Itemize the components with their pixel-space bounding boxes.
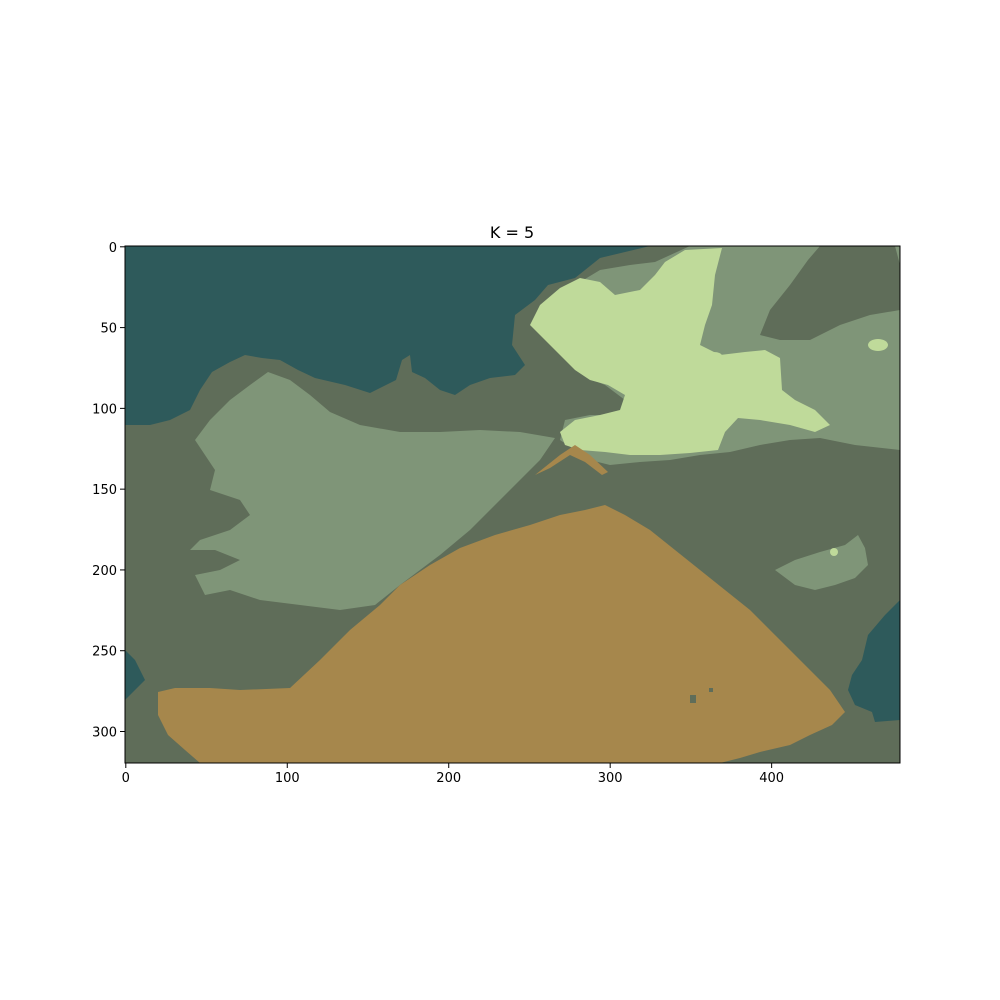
segmented-image xyxy=(125,246,900,763)
y-axis: 0 50 100 150 200 250 300 xyxy=(92,241,125,740)
region-dark-olive-top-right xyxy=(760,246,900,340)
y-tick-label: 0 xyxy=(109,241,117,256)
y-tick-label: 250 xyxy=(92,645,117,660)
region-light-green-blob-3 xyxy=(830,548,838,556)
region-light-green xyxy=(530,248,830,455)
x-tick-label: 100 xyxy=(275,771,300,786)
region-tan-peak-streak xyxy=(535,445,608,475)
y-tick-label: 150 xyxy=(92,483,117,498)
y-tick-label: 300 xyxy=(92,725,117,740)
region-teal-bottom-left xyxy=(125,650,145,700)
x-tick-label: 0 xyxy=(122,771,130,786)
region-teal-right xyxy=(848,600,900,722)
region-mid-green-left xyxy=(190,372,555,610)
x-tick-label: 400 xyxy=(759,771,784,786)
region-light-green-blob-1 xyxy=(868,339,888,351)
y-tick-label: 200 xyxy=(92,564,117,579)
x-tick-label: 200 xyxy=(436,771,461,786)
x-axis: 0 100 200 300 400 xyxy=(122,763,784,786)
plot-title: K = 5 xyxy=(490,223,534,242)
region-teal-sky xyxy=(125,246,650,425)
region-mid-green-right-patch xyxy=(775,535,868,590)
speck-2 xyxy=(709,688,713,692)
x-tick-label: 300 xyxy=(598,771,623,786)
region-light-green-blob-2 xyxy=(706,352,722,360)
speck-1 xyxy=(690,695,696,703)
y-tick-label: 100 xyxy=(92,402,117,417)
region-tan-mountain xyxy=(158,505,845,763)
axes-frame xyxy=(124,245,901,764)
y-tick-label: 50 xyxy=(100,322,117,337)
